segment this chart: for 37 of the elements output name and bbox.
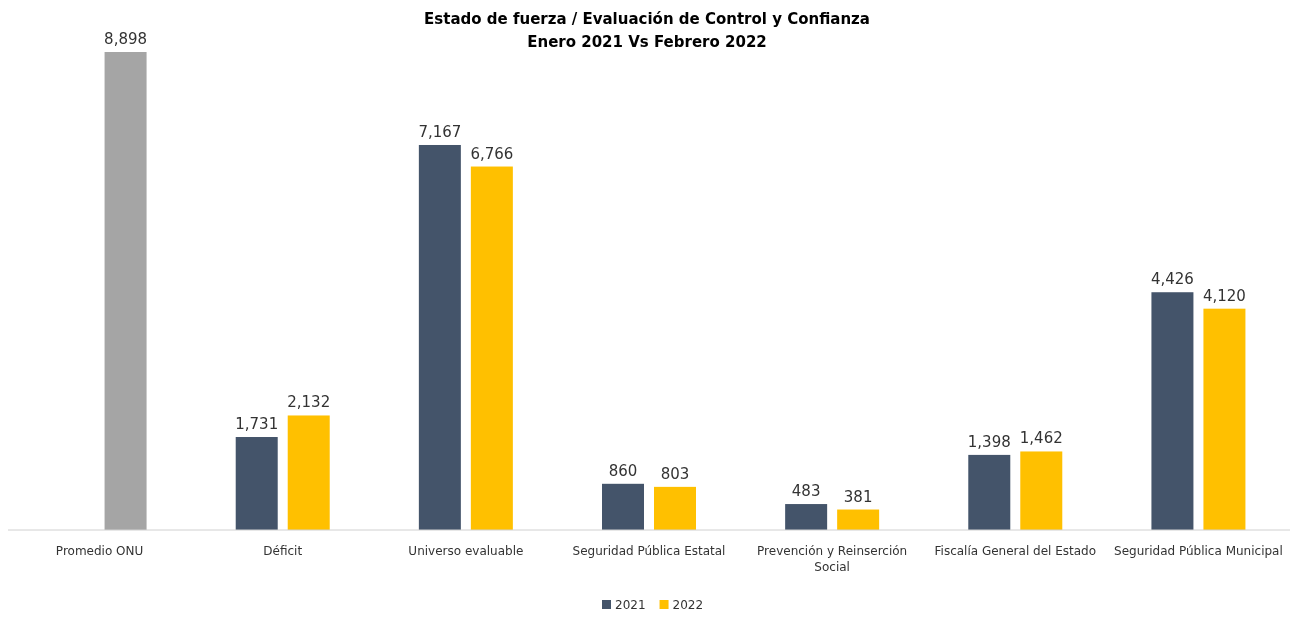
data-label: 2,132 <box>287 393 331 412</box>
bar <box>602 483 644 530</box>
data-label: 860 <box>608 461 638 480</box>
data-label: 7,167 <box>418 122 462 141</box>
data-label: 1,398 <box>967 432 1011 451</box>
data-label: 6,766 <box>470 144 514 163</box>
bar <box>418 144 461 530</box>
bar <box>968 454 1011 530</box>
bar <box>654 486 696 530</box>
x-tick-label: Promedio ONU <box>55 544 144 558</box>
legend-label: 2022 <box>672 598 704 612</box>
data-label: 381 <box>843 487 873 506</box>
bar <box>1203 308 1246 530</box>
bar <box>470 166 513 530</box>
data-label: 4,120 <box>1202 286 1246 305</box>
chart-subtitle: Enero 2021 Vs Febrero 2022 <box>527 33 767 51</box>
bar <box>1020 451 1063 530</box>
x-tick-label: Prevención y Reinserción Social <box>757 544 908 574</box>
x-tick-label: Fiscalía General del Estado <box>934 544 1097 558</box>
bar <box>837 509 880 530</box>
data-label: 803 <box>660 464 690 483</box>
x-tick-label: Seguridad Pública Estatal <box>572 544 726 558</box>
data-label: 1,731 <box>235 415 279 434</box>
chart-title: Estado de fuerza / Evaluación de Control y Confianza <box>424 10 870 28</box>
x-tick-label: Déficit <box>263 544 303 558</box>
bar <box>104 52 147 530</box>
data-label: 483 <box>791 482 821 501</box>
data-label: 4,426 <box>1150 270 1194 289</box>
x-tick-label: Universo evaluable <box>408 544 524 558</box>
bar <box>1151 292 1194 530</box>
legend-label: 2021 <box>615 598 646 612</box>
bar <box>785 504 828 530</box>
data-label: 8,898 <box>104 30 148 48</box>
bar <box>235 437 278 530</box>
data-label: 1,462 <box>1019 429 1063 448</box>
x-tick-label: Seguridad Pública Municipal <box>1114 544 1283 558</box>
bar <box>287 415 330 530</box>
